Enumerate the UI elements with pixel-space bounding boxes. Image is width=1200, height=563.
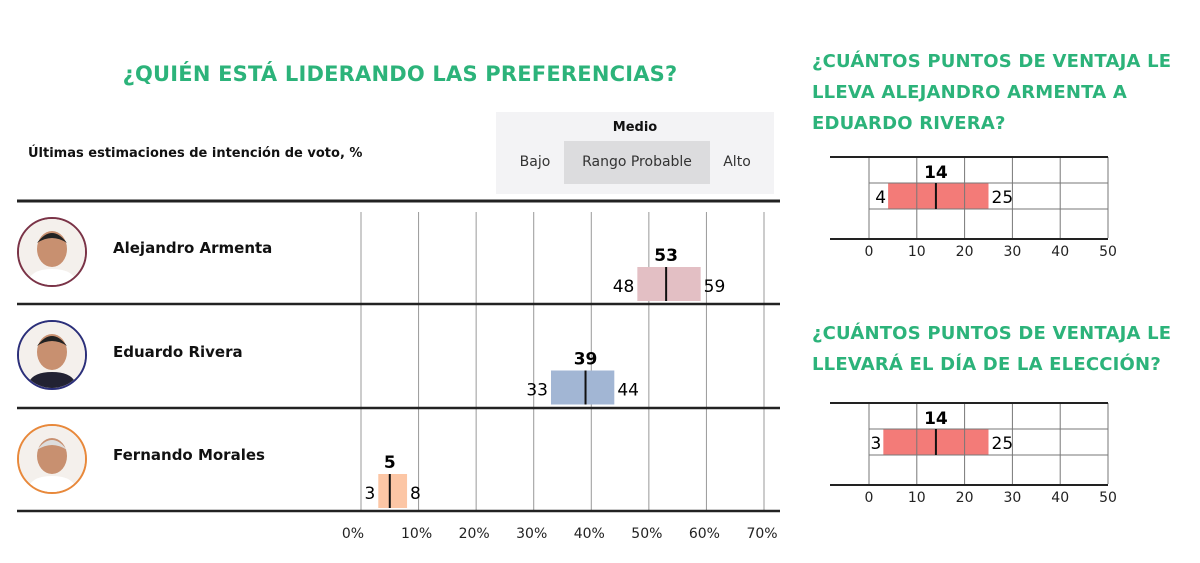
legend-bajo: Bajo	[519, 154, 551, 170]
median-label: 39	[574, 350, 598, 370]
legend: Medio Bajo Rango Probable Alto	[496, 112, 774, 194]
x-tick-label: 30%	[516, 526, 547, 542]
low-label: 4	[875, 188, 886, 208]
lead-chart-current: 0 10 20 30 40 50 14 4 25	[830, 156, 1117, 260]
x-tick-label: 40	[1051, 490, 1069, 506]
avatar-morales	[17, 424, 87, 494]
person-photo-icon	[19, 219, 85, 285]
high-label: 25	[992, 188, 1014, 208]
range-box	[637, 267, 701, 301]
range-box	[550, 370, 615, 405]
x-tick-label: 50%	[631, 526, 662, 542]
median-label: 53	[654, 246, 678, 266]
high-label: 59	[704, 277, 726, 297]
avatar-armenta	[17, 217, 87, 287]
low-label: 48	[613, 277, 635, 297]
main-range-chart: 0% 10% 20% 30% 40% 50% 60% 70% 53 48 59 39 33 44 53 8	[17, 199, 780, 542]
low-label: 3	[364, 484, 375, 504]
x-tick-label: 50	[1099, 490, 1117, 506]
main-title: ¿QUIÉN ESTÁ LIDERANDO LAS PREFERENCIAS?	[122, 62, 678, 86]
legend-alto: Alto	[723, 154, 751, 170]
x-tick-label: 70%	[746, 526, 777, 542]
range-box	[888, 183, 989, 209]
low-label: 33	[526, 381, 548, 401]
x-tick-label: 20	[956, 490, 974, 506]
high-label: 25	[992, 434, 1014, 454]
x-tick-label: 40%	[574, 526, 605, 542]
legend-rango-probable: Rango Probable	[564, 141, 710, 184]
x-tick-label: 40	[1051, 244, 1069, 260]
lead-chart-election: 0 10 20 30 40 50 14 3 25	[830, 402, 1117, 506]
x-tick-label: 0	[865, 244, 874, 260]
x-tick-label: 10	[908, 490, 926, 506]
median-label: 14	[924, 409, 948, 429]
low-label: 3	[871, 434, 882, 454]
x-tick-label: 50	[1099, 244, 1117, 260]
median-label: 5	[384, 453, 396, 473]
person-photo-icon	[19, 322, 85, 388]
right-title-1: ¿CUÁNTOS PUNTOS DE VENTAJA LE LLEVA ALEJ…	[812, 51, 1172, 134]
x-tick-label: 60%	[689, 526, 720, 542]
median-label: 14	[924, 163, 948, 183]
candidate-name: Fernando Morales	[113, 446, 265, 464]
x-tick-label: 0%	[342, 526, 364, 542]
x-tick-label: 10	[908, 244, 926, 260]
legend-medio: Medio	[612, 120, 658, 135]
x-tick-label: 10%	[401, 526, 432, 542]
high-label: 8	[410, 484, 421, 504]
x-tick-label: 30	[1003, 490, 1021, 506]
person-photo-icon	[19, 426, 85, 492]
candidate-name: Alejandro Armenta	[113, 239, 273, 257]
x-tick-label: 30	[1003, 244, 1021, 260]
avatar-rivera	[17, 320, 87, 390]
x-tick-label: 20%	[459, 526, 490, 542]
range-box	[378, 474, 408, 508]
chart-subtitle: Últimas estimaciones de intención de vot…	[28, 146, 363, 161]
x-tick-label: 20	[956, 244, 974, 260]
right-title-2: ¿CUÁNTOS PUNTOS DE VENTAJA LE LLEVARÁ EL…	[812, 323, 1172, 375]
high-label: 44	[617, 381, 639, 401]
x-tick-label: 0	[865, 490, 874, 506]
candidate-name: Eduardo Rivera	[113, 343, 243, 361]
